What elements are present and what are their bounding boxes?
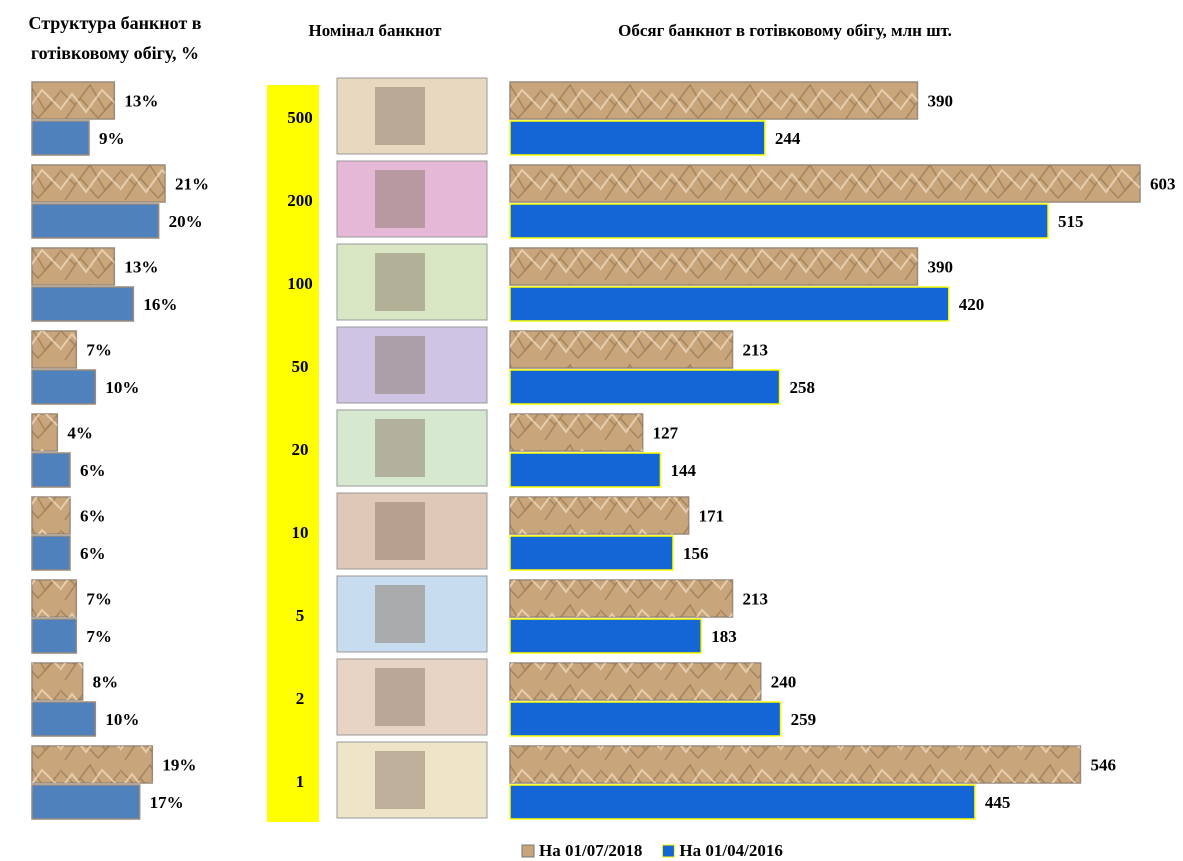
value-label: 127 (653, 423, 679, 442)
value-label: 7% (86, 589, 112, 608)
denomination-label: 1 (296, 772, 305, 791)
value-label: 240 (771, 672, 797, 691)
bar (32, 204, 159, 238)
value-label: 445 (985, 793, 1011, 812)
banknote-portrait (375, 502, 425, 560)
bar (32, 536, 70, 570)
legend-label: На 01/07/2018 (539, 841, 642, 860)
bar (510, 785, 975, 819)
denomination-title: Номінал банкнот (309, 21, 443, 40)
value-label: 20% (169, 212, 203, 231)
bar-texture (32, 165, 165, 202)
bar (510, 204, 1048, 238)
bar-texture (32, 580, 76, 617)
bar (510, 619, 701, 653)
value-label: 6% (80, 461, 106, 480)
bar (32, 702, 95, 736)
denomination-label: 2 (296, 689, 305, 708)
bar-texture (510, 663, 761, 700)
legend-swatch (522, 845, 534, 857)
bar (32, 121, 89, 155)
value-label: 9% (99, 129, 125, 148)
bar-texture (32, 248, 114, 285)
value-label: 17% (150, 793, 184, 812)
bar-texture (32, 331, 76, 368)
value-label: 213 (743, 589, 769, 608)
bar-texture (510, 414, 643, 451)
value-label: 10% (105, 378, 139, 397)
value-label: 213 (743, 340, 769, 359)
bar-texture (32, 497, 70, 534)
bar-texture (510, 248, 917, 285)
bar-texture (510, 165, 1140, 202)
denomination-label: 200 (287, 191, 313, 210)
bar-texture (32, 82, 114, 119)
chart-title: Обсяг банкнот в готівковому обігу, млн ш… (618, 21, 952, 40)
value-label: 258 (790, 378, 816, 397)
bar (32, 453, 70, 487)
value-label: 390 (927, 257, 953, 276)
banknote-portrait (375, 253, 425, 311)
value-label: 515 (1058, 212, 1084, 231)
bar (510, 370, 780, 404)
value-label: 603 (1150, 174, 1176, 193)
bar-texture (510, 746, 1080, 783)
value-label: 13% (124, 257, 158, 276)
value-label: 21% (175, 174, 209, 193)
bar-texture (32, 746, 152, 783)
value-label: 19% (162, 755, 196, 774)
value-label: 8% (93, 672, 119, 691)
page: Номінал банкнот Обсяг банкнот в готівков… (0, 0, 1183, 861)
value-label: 420 (959, 295, 985, 314)
banknote-portrait (375, 87, 425, 145)
denomination-label: 20 (292, 440, 309, 459)
value-label: 244 (775, 129, 801, 148)
bar (510, 287, 949, 321)
banknote-portrait (375, 751, 425, 809)
denomination-label: 100 (287, 274, 313, 293)
value-label: 6% (80, 506, 106, 525)
value-label: 171 (699, 506, 725, 525)
left-title: Структура банкнот в готівковому обігу, % (4, 8, 226, 68)
banknote-portrait (375, 419, 425, 477)
bar-texture (510, 331, 733, 368)
bar-texture (32, 663, 83, 700)
bar-texture (510, 82, 917, 119)
bar (32, 785, 140, 819)
denomination-label: 10 (292, 523, 309, 542)
bar-texture (32, 414, 57, 451)
value-label: 546 (1090, 755, 1116, 774)
denomination-label: 50 (292, 357, 309, 376)
bar (32, 370, 95, 404)
banknote-portrait (375, 336, 425, 394)
legend-swatch (662, 845, 674, 857)
legend-label: На 01/04/2016 (679, 841, 782, 860)
bar (510, 121, 765, 155)
bar-texture (510, 580, 733, 617)
bar (510, 702, 781, 736)
value-label: 7% (86, 627, 112, 646)
denomination-label: 5 (296, 606, 305, 625)
chart: Номінал банкнот Обсяг банкнот в готівков… (0, 0, 1183, 861)
value-label: 7% (86, 340, 112, 359)
value-label: 144 (670, 461, 696, 480)
value-label: 183 (711, 627, 737, 646)
value-label: 6% (80, 544, 106, 563)
bar (510, 453, 660, 487)
value-label: 13% (124, 91, 158, 110)
value-label: 156 (683, 544, 709, 563)
value-label: 4% (67, 423, 93, 442)
denomination-label: 500 (287, 108, 313, 127)
banknote-portrait (375, 170, 425, 228)
bar (32, 287, 133, 321)
value-label: 390 (927, 91, 953, 110)
banknote-portrait (375, 585, 425, 643)
bar (510, 536, 673, 570)
value-label: 10% (105, 710, 139, 729)
value-label: 259 (791, 710, 817, 729)
banknote-portrait (375, 668, 425, 726)
value-label: 16% (143, 295, 177, 314)
bar-texture (510, 497, 689, 534)
bar (32, 619, 76, 653)
